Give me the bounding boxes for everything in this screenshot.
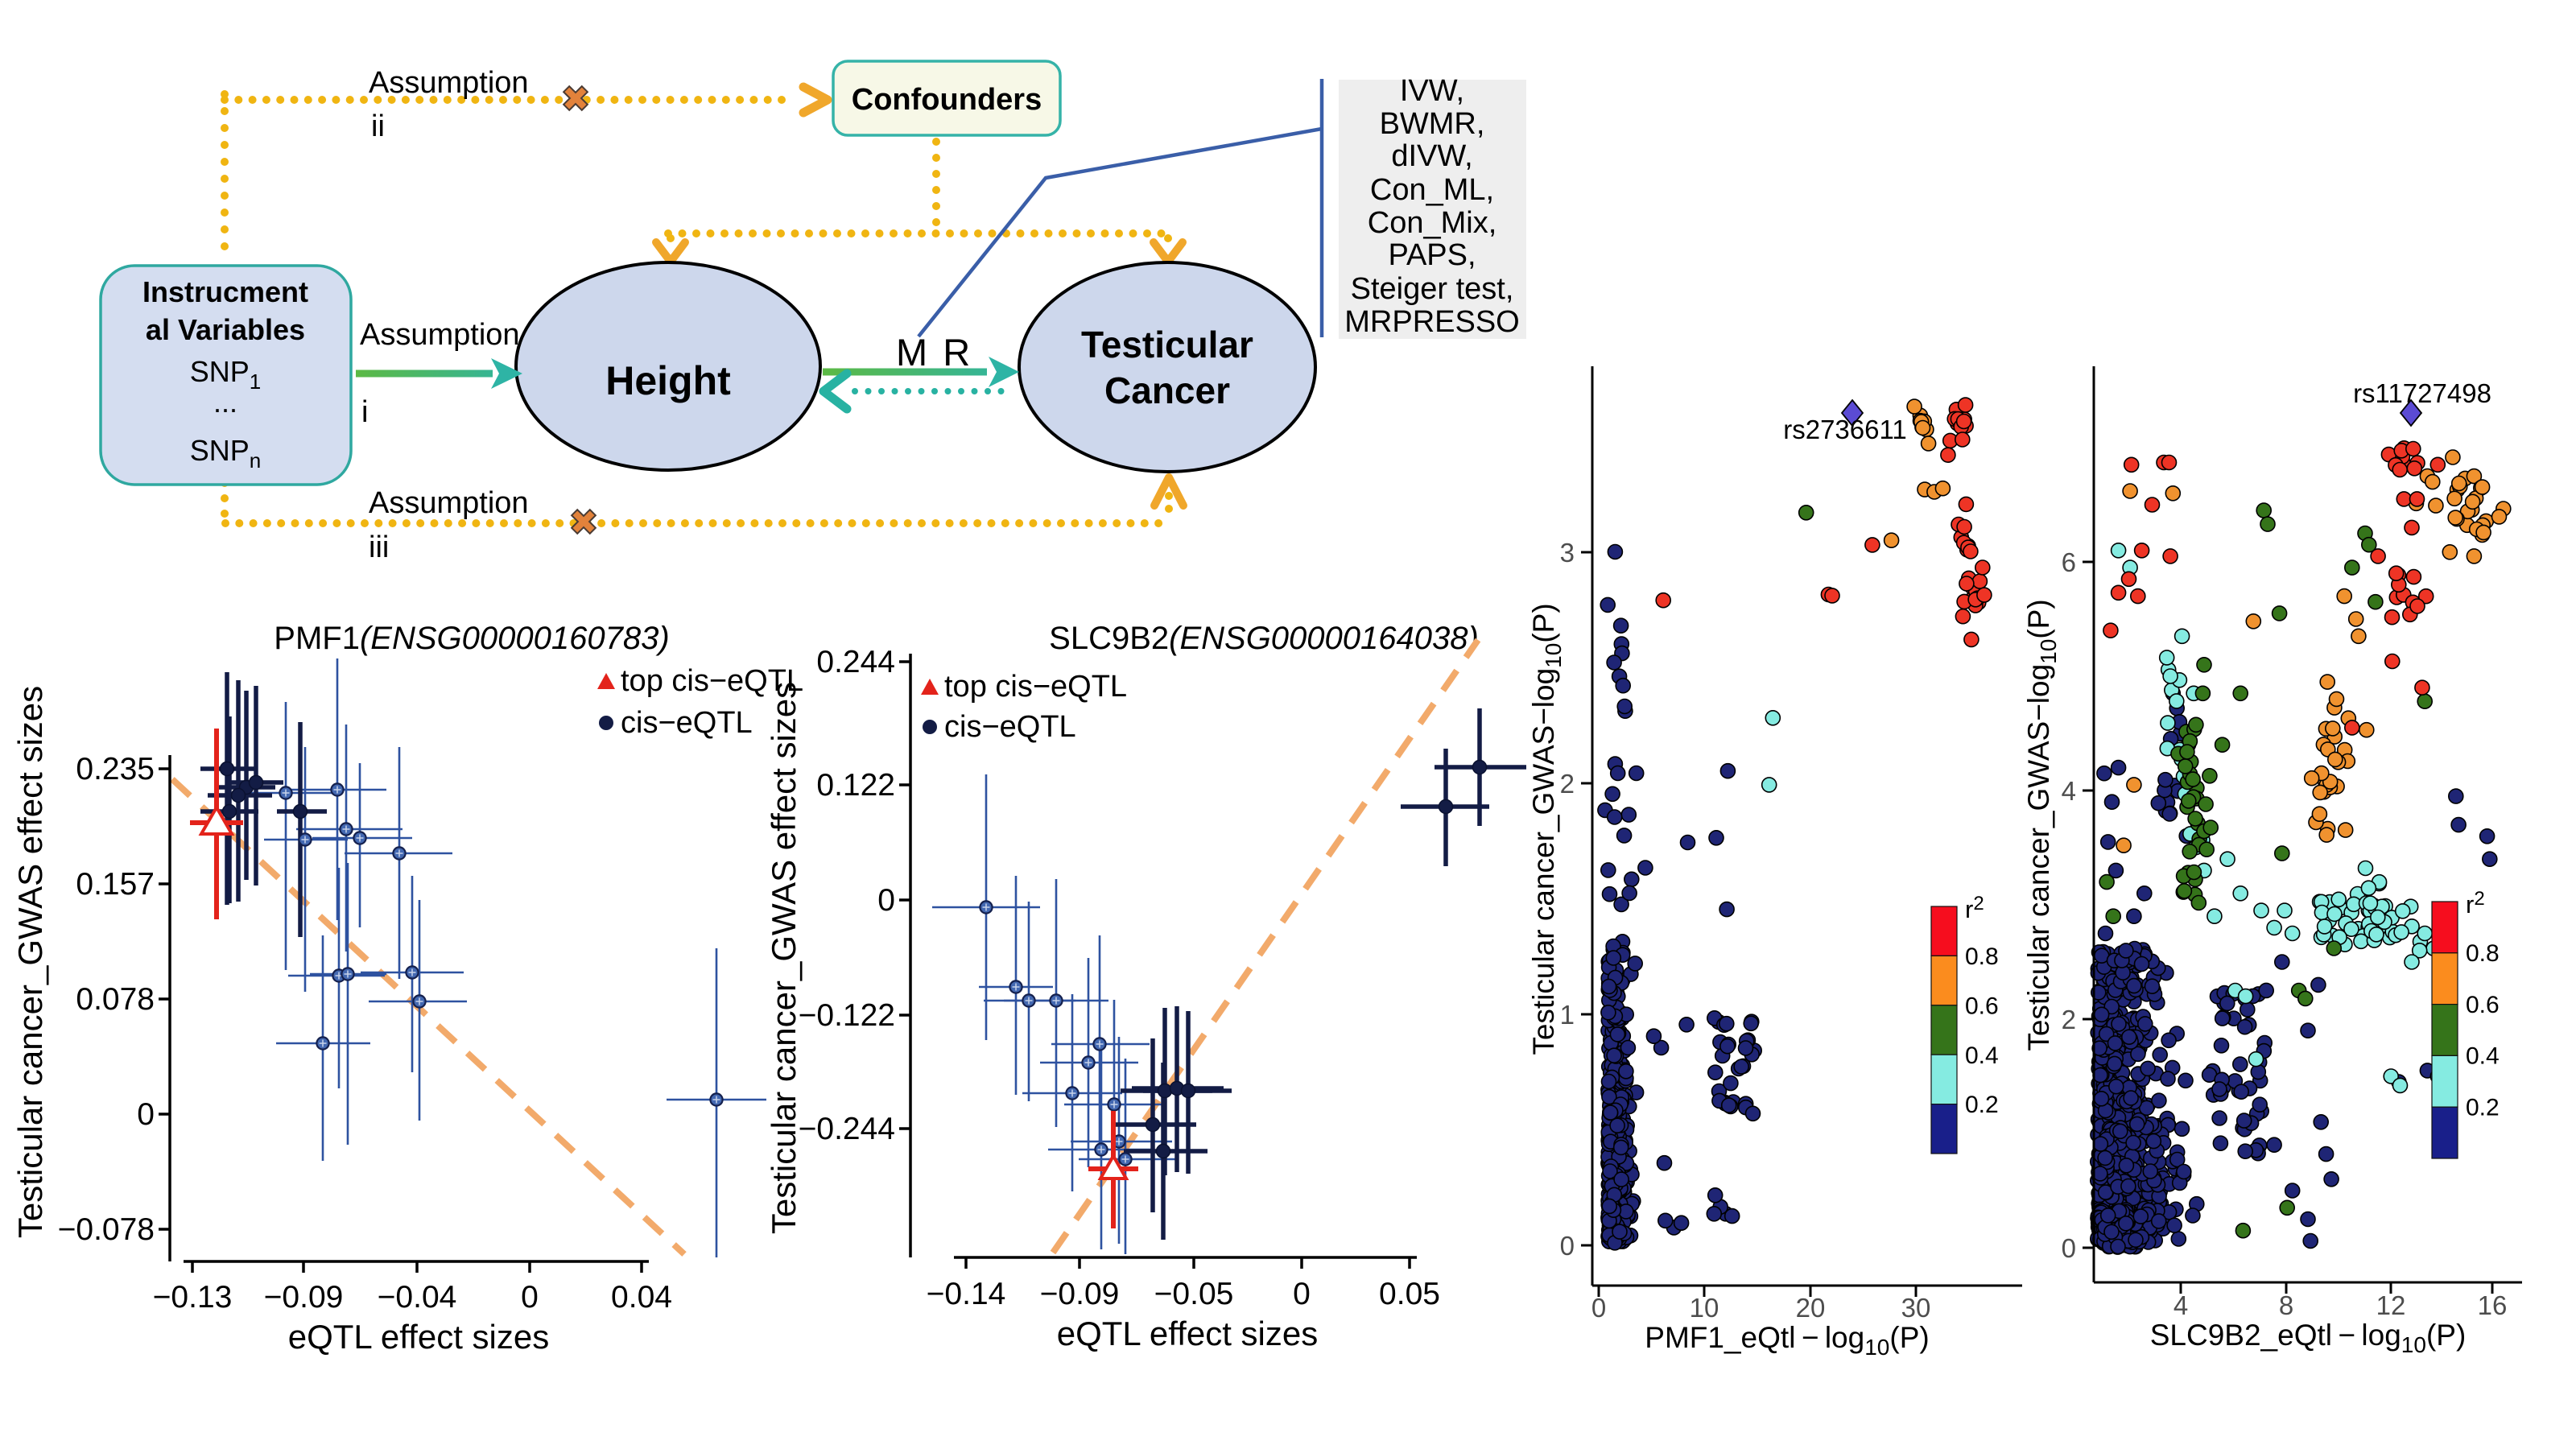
svg-text:2: 2 [1560,769,1575,799]
svg-text:16: 16 [2478,1290,2508,1320]
svg-text:12: 12 [2376,1290,2406,1320]
svg-text:0.235: 0.235 [76,752,155,786]
svg-text:iii: iii [369,530,389,564]
svg-text:0: 0 [521,1280,539,1315]
svg-text:Con_ML,: Con_ML, [1370,173,1494,207]
svg-text:30: 30 [1901,1293,1931,1323]
svg-text:0: 0 [1560,1231,1575,1261]
svg-text:0.6: 0.6 [1965,993,1999,1019]
svg-text:Testicular cancer_GWAS−log10(P: Testicular cancer_GWAS−log10(P) [1527,603,1566,1055]
svg-text:M R: M R [896,331,972,374]
svg-text:al Variables: al Variables [146,313,305,346]
svg-text:10: 10 [1690,1293,1719,1323]
svg-text:0.122: 0.122 [816,768,895,803]
svg-text:2: 2 [2062,1005,2076,1034]
svg-text:i: i [361,395,368,429]
svg-text:eQTL effect sizes: eQTL effect sizes [288,1318,549,1356]
svg-text:0.244: 0.244 [816,645,895,679]
svg-text:Cancer: Cancer [1104,369,1230,411]
svg-text:MRPRESSO: MRPRESSO [1344,305,1519,339]
svg-text:4: 4 [2174,1290,2188,1320]
svg-text:Testicular cancer_GWAS effect: Testicular cancer_GWAS effect sizes [765,682,803,1234]
svg-text:Assumption: Assumption [360,318,520,352]
svg-text:−0.122: −0.122 [799,998,895,1033]
svg-text:−0.05: −0.05 [1154,1277,1234,1311]
svg-text:−0.13: −0.13 [153,1280,233,1315]
svg-text:Confounders: Confounders [852,83,1042,117]
svg-text:Testicular cancer_GWAS−log10(P: Testicular cancer_GWAS−log10(P) [2022,599,2061,1051]
svg-text:cis−eQTL: cis−eQTL [944,710,1076,744]
svg-text:0.4: 0.4 [1965,1042,1999,1069]
svg-text:0: 0 [137,1097,155,1132]
svg-text:PMF1(ENSG00000160783): PMF1(ENSG00000160783) [274,621,669,656]
svg-text:0: 0 [1293,1277,1311,1311]
svg-text:0: 0 [1591,1293,1606,1323]
svg-text:−0.04: −0.04 [378,1280,457,1315]
svg-text:top cis−eQTL: top cis−eQTL [621,664,803,698]
svg-text:−0.09: −0.09 [264,1280,344,1315]
svg-text:ii: ii [371,109,385,143]
svg-text:cis−eQTL: cis−eQTL [621,706,753,740]
svg-text:Testicular cancer_GWAS effect: Testicular cancer_GWAS effect sizes [11,686,49,1238]
svg-text:top cis−eQTL: top cis−eQTL [944,670,1127,704]
svg-text:SNPn: SNPn [190,434,262,473]
svg-text:6: 6 [2062,547,2076,577]
svg-text:1: 1 [1560,1000,1575,1030]
svg-text:−0.244: −0.244 [799,1112,895,1146]
svg-text:0.157: 0.157 [76,867,155,902]
svg-text:SLC9B2(ENSG00000164038): SLC9B2(ENSG00000164038) [1049,621,1479,656]
svg-text:−0.14: −0.14 [927,1277,1006,1311]
svg-text:0.2: 0.2 [2466,1094,2500,1121]
svg-text:Steiger test,: Steiger test, [1351,272,1514,306]
svg-text:0.078: 0.078 [76,982,155,1017]
svg-text:IVW,: IVW, [1400,74,1464,108]
svg-text:rs11727498: rs11727498 [2353,378,2491,408]
svg-text:0.6: 0.6 [2466,992,2500,1018]
svg-text:0.05: 0.05 [1379,1277,1440,1311]
svg-text:0: 0 [2062,1233,2076,1263]
svg-text:−0.09: −0.09 [1040,1277,1120,1311]
svg-text:3: 3 [1560,538,1575,568]
svg-text:PAPS,: PAPS, [1388,238,1476,272]
svg-text:−0.078: −0.078 [58,1212,155,1247]
svg-text:rs2736611: rs2736611 [1783,415,1907,444]
svg-text:20: 20 [1796,1293,1826,1323]
svg-text:4: 4 [2062,776,2076,806]
svg-text:...: ... [213,386,237,419]
svg-text:0.4: 0.4 [2466,1043,2500,1070]
svg-text:Con_Mix,: Con_Mix, [1368,206,1497,240]
svg-text:0.8: 0.8 [2466,940,2500,967]
svg-text:0.8: 0.8 [1965,943,1999,970]
svg-text:0: 0 [877,883,895,918]
svg-text:8: 8 [2279,1290,2293,1320]
svg-text:SLC9B2_eQtl − log10(P): SLC9B2_eQtl − log10(P) [2150,1319,2467,1357]
svg-text:Height: Height [605,358,731,403]
svg-text:0.2: 0.2 [1965,1092,1999,1118]
svg-text:Instrucment: Instrucment [142,275,308,308]
svg-text:BWMR,: BWMR, [1380,107,1485,141]
svg-text:Testicular: Testicular [1081,324,1253,365]
svg-text:Assumption: Assumption [369,66,529,100]
svg-text:dIVW,: dIVW, [1391,139,1472,173]
svg-text:0.04: 0.04 [611,1280,672,1315]
svg-text:eQTL effect sizes: eQTL effect sizes [1057,1315,1318,1352]
svg-text:SNP1: SNP1 [190,355,262,394]
svg-text:Assumption: Assumption [369,486,529,520]
